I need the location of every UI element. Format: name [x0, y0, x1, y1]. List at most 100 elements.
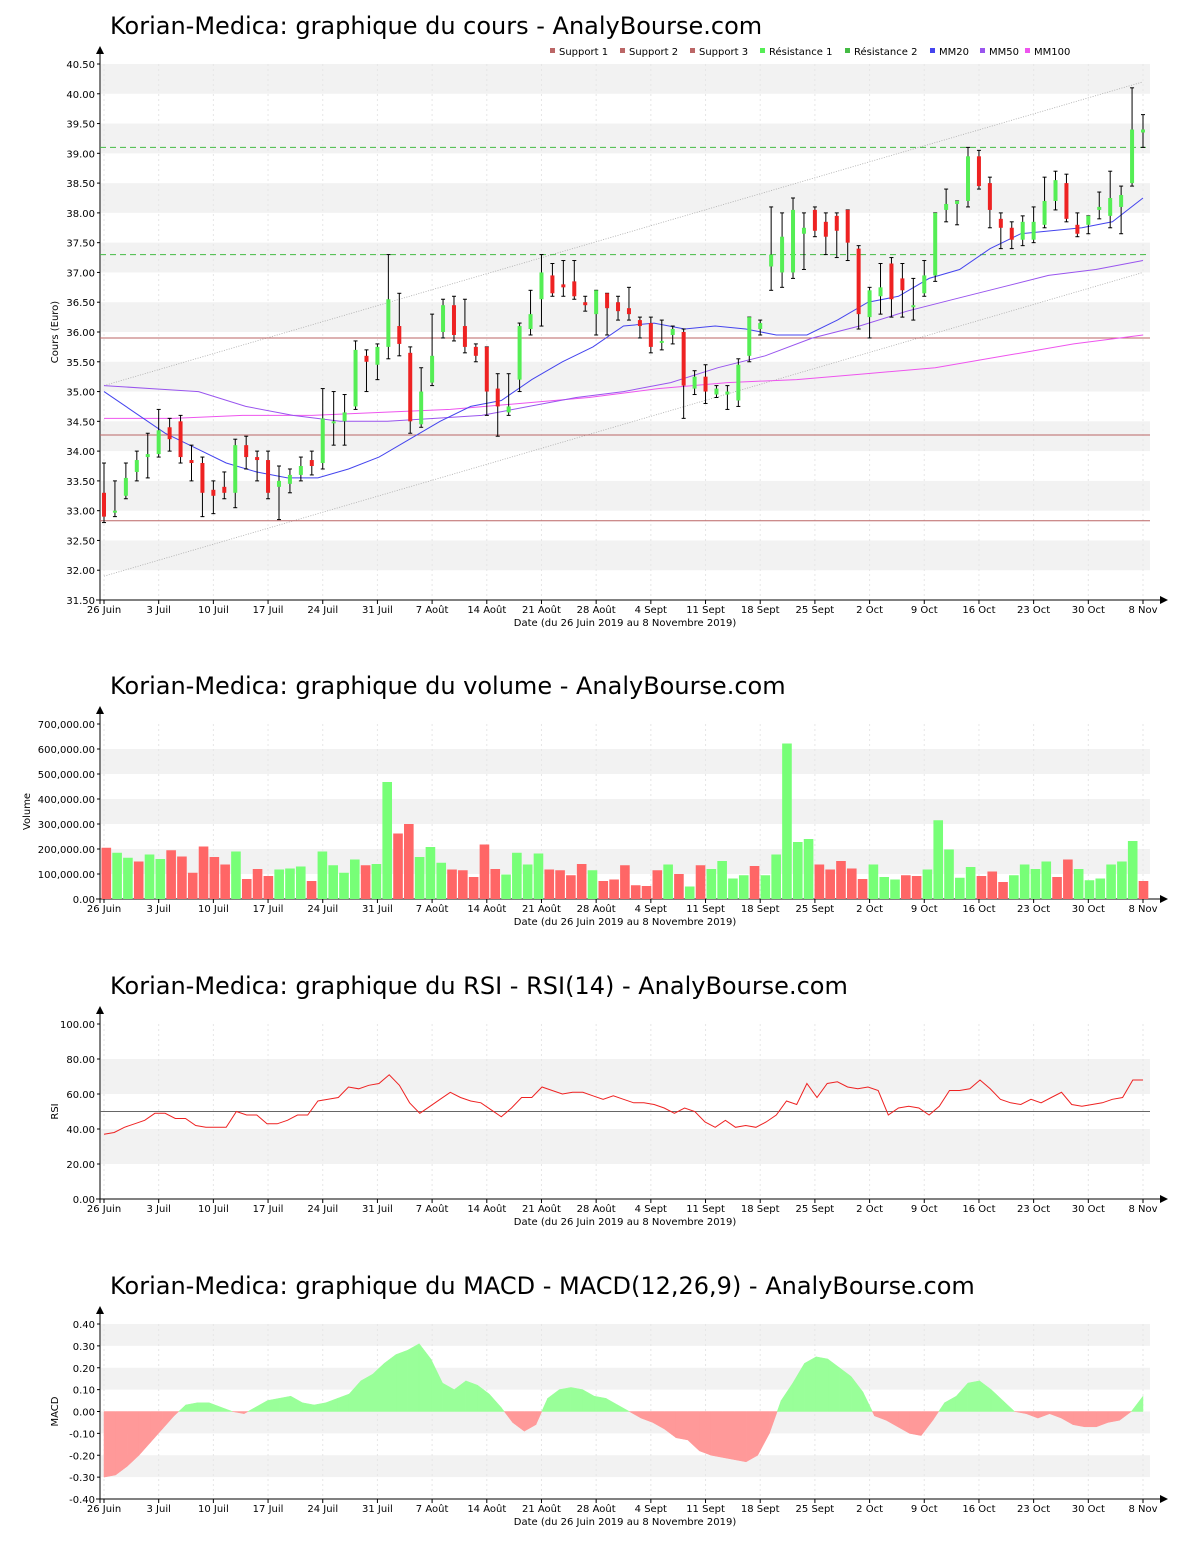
- candle-body: [867, 290, 872, 318]
- volume-bar: [771, 854, 781, 899]
- macd-area-segment: [138, 1411, 151, 1456]
- volume-bar: [274, 869, 284, 899]
- macd-area-segment: [582, 1389, 595, 1412]
- x-tick-label: 4 Sept: [635, 605, 667, 616]
- candle-body: [309, 460, 314, 466]
- x-tick-label: 10 Juil: [198, 904, 229, 915]
- candle-body: [878, 287, 883, 297]
- candle-body: [539, 272, 544, 300]
- volume-bar: [857, 879, 868, 899]
- macd-area-segment: [243, 1411, 249, 1415]
- legend-entry: Support 1: [559, 47, 608, 58]
- volume-bar: [717, 861, 727, 899]
- volume-bar: [1009, 875, 1019, 899]
- x-tick-label: 16 Oct: [962, 1204, 995, 1215]
- mm20-line: [103, 197, 1144, 479]
- x-axis-label: Date (du 26 Juin 2019 au 8 Novembre 2019…: [514, 1517, 737, 1528]
- legend-swatch: [930, 48, 935, 53]
- volume-bar: [890, 879, 900, 899]
- x-tick-label: 10 Juil: [198, 1204, 229, 1215]
- volume-bar: [695, 865, 706, 899]
- macd-chart: -0.40 -0.30 -0.20 -0.10 0.00 0.10 0.20 0.30 0.40…: [50, 1272, 1168, 1528]
- x-tick-label: 2 Oct: [856, 1504, 883, 1515]
- x-tick-label: 9 Oct: [911, 1504, 938, 1515]
- mm100-line: [104, 334, 1144, 419]
- macd-area-segment: [220, 1406, 233, 1412]
- x-tick-label: 8 Nov: [1128, 1204, 1157, 1215]
- y-tick-label: -0.20: [69, 1451, 95, 1462]
- y-tick-label: 0.10: [73, 1386, 95, 1397]
- x-tick-label: 17 Juil: [253, 1504, 284, 1515]
- x-tick-label: 26 Juin: [87, 605, 121, 616]
- x-tick-label: 23 Oct: [1017, 605, 1050, 616]
- candle-body: [102, 492, 106, 517]
- volume-bar: [166, 850, 176, 899]
- x-tick-label: 9 Oct: [911, 1204, 938, 1215]
- candle-body: [1075, 224, 1080, 234]
- x-tick-label: 21 Août: [522, 903, 561, 915]
- legend-entry: Support 2: [629, 47, 678, 58]
- candle-body: [1053, 180, 1058, 201]
- x-tick-label: 16 Oct: [962, 904, 995, 915]
- macd-area-segment: [418, 1342, 432, 1412]
- candle-body: [1009, 227, 1014, 240]
- candle-body: [123, 477, 128, 496]
- macd-area-segment: [383, 1354, 397, 1412]
- candle-body: [823, 221, 828, 237]
- candle-body: [681, 332, 686, 386]
- macd-area-segment: [664, 1411, 677, 1439]
- x-tick-label: 31 Juil: [362, 1504, 393, 1515]
- candle-body: [298, 466, 303, 475]
- candle-body: [495, 388, 500, 407]
- y-axis-label: RSI: [50, 1103, 61, 1119]
- macd-area-segment: [769, 1411, 778, 1434]
- candle-body: [966, 156, 971, 201]
- volume-bar: [263, 876, 274, 899]
- channel-upper-line: [103, 81, 1144, 386]
- x-tick-label: 4 Sept: [635, 904, 667, 915]
- candle-body: [922, 275, 927, 294]
- macd-area-segment: [407, 1343, 420, 1412]
- volume-bar: [349, 859, 360, 899]
- x-tick-label: 10 Juil: [198, 605, 229, 616]
- y-tick-label: 36.50: [66, 298, 95, 309]
- legend-swatch: [1025, 48, 1030, 53]
- macd-area-segment: [337, 1393, 350, 1412]
- x-tick-label: 17 Juil: [253, 605, 284, 616]
- candle-body: [397, 326, 402, 344]
- volume-bar: [803, 839, 814, 899]
- volume-bar: [360, 865, 371, 899]
- macd-area-segment: [862, 1391, 873, 1412]
- macd-area-segment: [932, 1411, 940, 1422]
- grid-band: [101, 1059, 1150, 1094]
- candle-body: [616, 302, 621, 312]
- grid-band: [101, 183, 1150, 213]
- candle-body: [736, 364, 741, 401]
- volume-bar: [620, 865, 630, 899]
- macd-area-segment: [430, 1358, 443, 1412]
- macd-area-segment: [541, 1398, 548, 1412]
- volume-bar: [911, 876, 922, 899]
- macd-area-segment: [103, 1411, 116, 1478]
- volume-bar: [576, 864, 587, 899]
- x-tick-label: 8 Nov: [1128, 1504, 1157, 1515]
- volume-bar: [285, 868, 295, 899]
- x-tick-label: 11 Sept: [686, 1504, 725, 1515]
- x-tick-label: 18 Sept: [741, 1204, 780, 1215]
- volume-bar: [231, 851, 241, 899]
- grid-band: [101, 799, 1150, 824]
- macd-area-segment: [500, 1406, 505, 1412]
- candle-body: [550, 275, 555, 294]
- volume-bar: [652, 870, 663, 899]
- volume-bar: [436, 862, 447, 899]
- x-tick-label: 9 Oct: [911, 605, 938, 616]
- volume-bar: [1030, 869, 1041, 899]
- macd-area-segment: [535, 1411, 543, 1425]
- x-axis-label: Date (du 26 Juin 2019 au 8 Novembre 2019…: [514, 1217, 737, 1228]
- candle-body: [1042, 200, 1047, 225]
- x-tick-label: 7 Août: [416, 1503, 449, 1515]
- volume-bar: [965, 867, 976, 899]
- candle-body: [1020, 221, 1025, 240]
- volume-bar: [1019, 864, 1030, 899]
